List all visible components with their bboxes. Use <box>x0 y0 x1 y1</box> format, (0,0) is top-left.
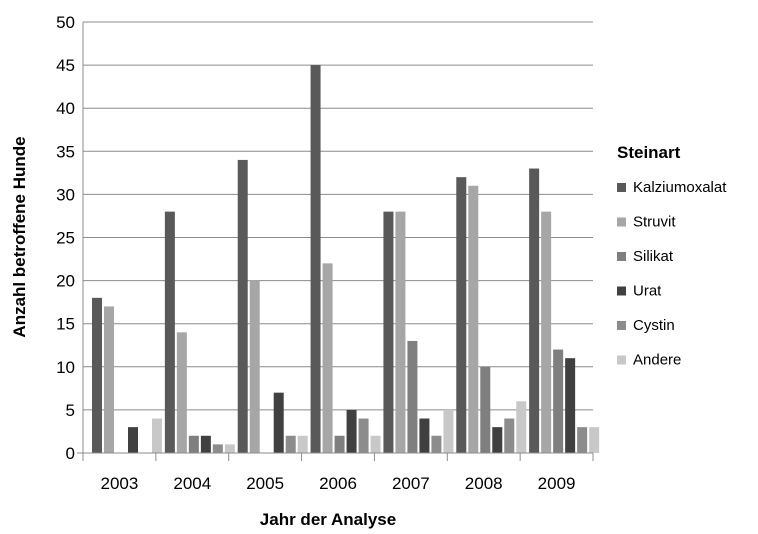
bar-andere-2008 <box>516 401 527 453</box>
y-tick-label: 35 <box>56 142 75 161</box>
legend-label-cystin: Cystin <box>633 317 675 334</box>
y-tick-label: 20 <box>56 272 75 291</box>
y-tick-label: 40 <box>56 99 75 118</box>
bar-andere-2006 <box>370 435 381 453</box>
bar-cystin-2004 <box>212 444 223 453</box>
bar-struvit-2008 <box>468 185 479 453</box>
legend-label-andere: Andere <box>633 352 681 369</box>
legend-swatch-silikat <box>617 252 626 261</box>
y-tick-label: 50 <box>56 13 75 32</box>
bar-kalziumoxalat-2007 <box>383 211 394 453</box>
y-tick-label: 25 <box>56 229 75 248</box>
legend-label-kalziumoxalat: Kalziumoxalat <box>633 179 727 196</box>
y-axis-title: Anzahl betroffene Hunde <box>10 136 29 337</box>
x-tick-label: 2009 <box>538 474 576 493</box>
x-tick-label: 2003 <box>101 474 139 493</box>
bar-cystin-2005 <box>285 435 296 453</box>
bar-andere-2003 <box>152 418 162 453</box>
bar-andere-2004 <box>224 444 235 453</box>
x-tick-label: 2004 <box>173 474 211 493</box>
bar-silikat-2008 <box>480 366 491 453</box>
bar-urat-2005 <box>273 392 284 453</box>
bar-cystin-2009 <box>577 427 588 453</box>
legend: Steinart Kalziumoxalat Struvit Silikat Urat… <box>617 143 727 369</box>
legend-label-silikat: Silikat <box>633 248 674 265</box>
bar-cystin-2007 <box>431 435 442 453</box>
bar-struvit-2006 <box>322 263 333 453</box>
bar-andere-2007 <box>443 409 454 453</box>
legend-swatch-struvit <box>617 217 626 227</box>
x-tick-label: 2006 <box>319 474 357 493</box>
bar-urat-2008 <box>492 427 503 453</box>
gridlines <box>83 21 593 411</box>
bar-urat-2004 <box>200 435 211 453</box>
legend-label-urat: Urat <box>633 283 662 300</box>
y-tick-label: 10 <box>56 358 75 377</box>
legend-swatch-andere <box>617 355 626 365</box>
bar-cystin-2006 <box>358 418 369 453</box>
bar-struvit-2004 <box>176 332 187 453</box>
bar-kalziumoxalat-2005 <box>237 159 248 454</box>
legend-swatch-urat <box>617 286 626 296</box>
legend-title: Steinart <box>617 143 681 162</box>
bar-kalziumoxalat-2009 <box>529 168 540 454</box>
bar-urat-2006 <box>346 409 357 453</box>
bar-struvit-2007 <box>395 211 406 453</box>
bar-kalziumoxalat-2008 <box>456 177 467 453</box>
bar-silikat-2004 <box>188 435 199 453</box>
bar-kalziumoxalat-2006 <box>310 65 321 453</box>
bar-silikat-2007 <box>407 340 418 453</box>
bar-kalziumoxalat-2003 <box>92 297 102 453</box>
y-axis-ticks: 0 5 10 15 20 25 30 35 40 45 50 <box>56 13 75 463</box>
bar-urat-2007 <box>419 418 430 453</box>
y-tick-label: 5 <box>66 401 75 420</box>
bar-cystin-2008 <box>504 418 515 453</box>
x-axis-title: Jahr der Analyse <box>260 510 396 529</box>
y-tick-label: 0 <box>66 444 75 463</box>
legend-label-struvit: Struvit <box>633 214 676 231</box>
y-tick-label: 15 <box>56 315 75 334</box>
bar-urat-2003 <box>128 427 138 453</box>
bar-struvit-2005 <box>249 280 260 453</box>
y-tick-label: 30 <box>56 185 75 204</box>
bar-silikat-2009 <box>553 349 564 453</box>
bar-andere-2009 <box>589 427 600 453</box>
x-tick-label: 2005 <box>246 474 284 493</box>
x-tick-label: 2008 <box>465 474 503 493</box>
bar-urat-2009 <box>565 358 576 453</box>
legend-swatch-kalziumoxalat <box>617 183 626 192</box>
bar-kalziumoxalat-2004 <box>164 211 175 453</box>
legend-swatch-cystin <box>617 321 626 330</box>
x-axis: 2003 2004 2005 2006 2007 2008 2009 <box>77 22 594 493</box>
bar-silikat-2006 <box>334 435 345 453</box>
bar-andere-2005 <box>297 435 308 453</box>
y-tick-label: 45 <box>56 56 75 75</box>
bars <box>92 65 600 454</box>
x-tick-label: 2007 <box>392 474 430 493</box>
bar-struvit-2009 <box>541 211 552 453</box>
bar-struvit-2003 <box>104 306 114 453</box>
